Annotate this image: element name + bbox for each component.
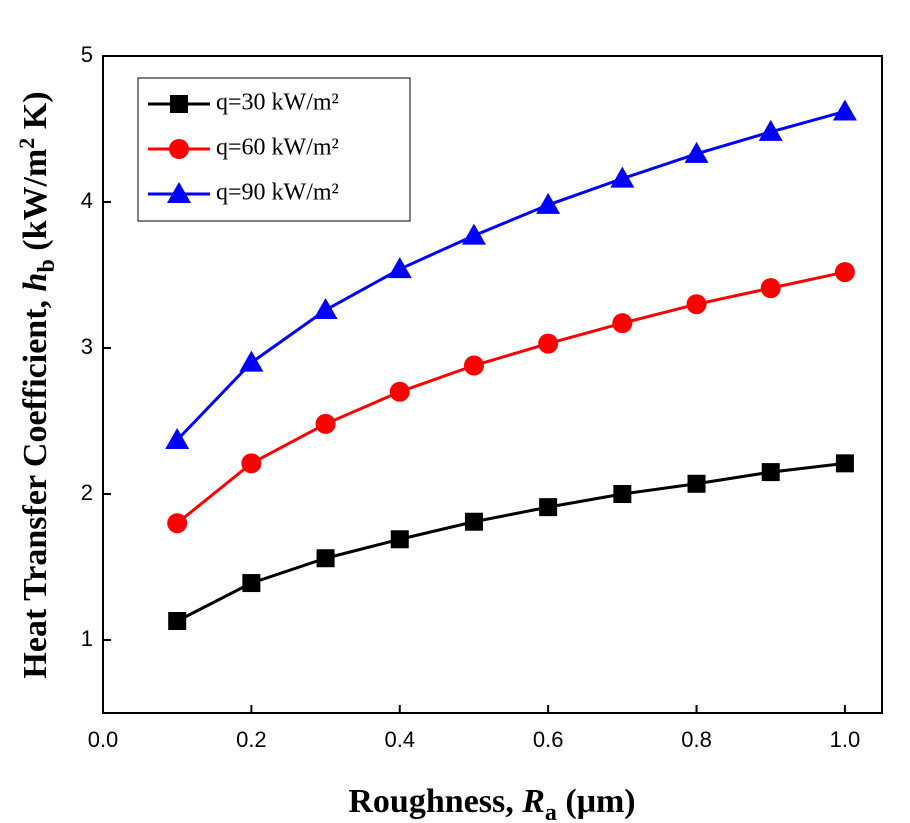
marker: [761, 463, 780, 482]
x-label-part: R: [521, 783, 545, 820]
marker: [167, 182, 191, 203]
x-tick-label: 0.2: [236, 727, 267, 752]
marker: [835, 454, 854, 473]
y-tick-label: 2: [81, 480, 93, 505]
y-tick-label: 1: [81, 626, 93, 651]
y-label-part: K): [17, 91, 54, 137]
marker: [165, 427, 190, 449]
y-label-part: Heat Transfer Coefficient,: [17, 291, 54, 678]
marker: [168, 612, 187, 631]
marker: [832, 99, 857, 121]
series-line: [176, 110, 846, 442]
x-label-part: Roughness,: [348, 783, 522, 820]
x-tick-label: 0.6: [533, 727, 564, 752]
y-label-part: h: [17, 273, 54, 292]
y-label-part: 2: [14, 138, 39, 149]
x-tick-label: 0.0: [88, 727, 119, 752]
marker: [170, 95, 188, 113]
marker: [686, 294, 707, 315]
y-label-part: (kW/m: [17, 149, 54, 260]
plot-frame: [102, 55, 883, 714]
series-line: [176, 270, 846, 525]
x-tick-label: 0.8: [681, 727, 712, 752]
y-tick-label: 4: [81, 188, 93, 213]
y-axis-label: Heat Transfer Coefficient, hb (kW/m2 K): [14, 91, 60, 678]
marker: [316, 549, 335, 568]
marker: [538, 333, 559, 354]
x-label-part: (μm): [557, 783, 636, 820]
marker: [612, 313, 633, 334]
x-label-part: a: [545, 800, 557, 823]
y-label-part: b: [34, 259, 60, 272]
marker: [463, 355, 484, 376]
marker: [461, 223, 486, 245]
marker: [315, 413, 336, 434]
marker: [687, 474, 706, 493]
marker: [758, 119, 783, 141]
x-axis-label: Roughness, Ra (μm): [348, 783, 635, 823]
marker: [389, 381, 410, 402]
series-line: [176, 461, 846, 623]
marker: [684, 141, 709, 163]
y-tick-label: 5: [81, 42, 93, 67]
marker: [536, 192, 561, 214]
x-tick-label: 1.0: [830, 727, 861, 752]
marker: [760, 278, 781, 299]
marker: [613, 485, 632, 503]
marker: [387, 257, 412, 279]
marker: [242, 574, 261, 593]
marker: [464, 512, 483, 531]
x-tick-label: 0.4: [384, 727, 415, 752]
marker: [834, 262, 855, 283]
marker: [313, 298, 338, 320]
marker: [390, 530, 409, 549]
marker: [241, 453, 262, 474]
marker: [610, 166, 635, 188]
legend-label: q=90 kW/m²: [216, 180, 339, 206]
marker: [539, 498, 558, 517]
marker: [167, 513, 188, 534]
legend-label: q=30 kW/m²: [216, 90, 339, 116]
y-tick-label: 3: [81, 334, 93, 359]
marker: [169, 139, 189, 159]
legend-label: q=60 kW/m²: [216, 135, 339, 161]
marker: [239, 350, 264, 372]
